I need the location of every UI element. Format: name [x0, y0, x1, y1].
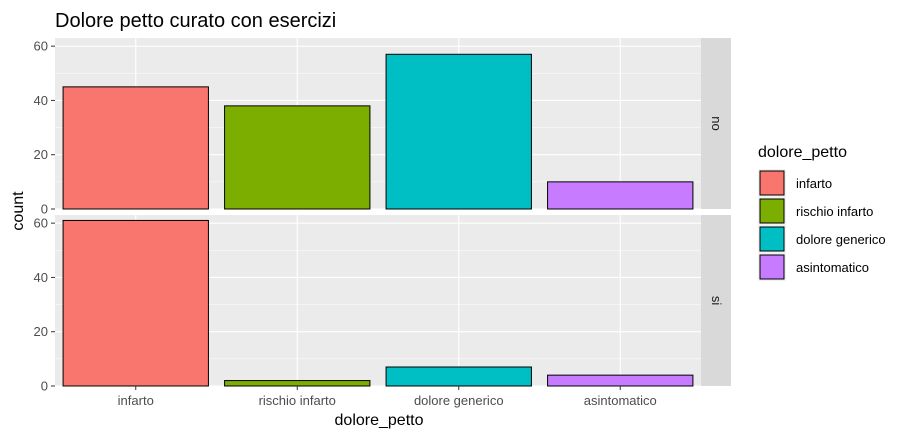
legend-label: infarto [796, 176, 832, 191]
bar-no-dolore-generico [385, 53, 532, 210]
bar-si-infarto [62, 219, 209, 387]
facet-panel-no: 0 20 40 60 no [34, 38, 731, 217]
legend-key-rischio-infarto [759, 198, 785, 224]
x-tick-label: dolore generico [414, 393, 504, 408]
bar-si-rischio-infarto [224, 380, 371, 387]
bar-si-asintomatico [547, 374, 694, 387]
legend-key-asintomatico [759, 254, 785, 280]
facet-strip [701, 215, 731, 386]
legend-label: rischio infarto [796, 204, 873, 219]
y-tick-label: 0 [41, 379, 48, 394]
facet-strip-label: si [709, 296, 724, 306]
legend-label: asintomatico [796, 260, 869, 275]
legend-key-infarto [759, 170, 785, 196]
legend: dolore_petto infarto rischio infarto dolor… [758, 144, 886, 281]
bar-si-dolore-generico [385, 366, 532, 387]
x-tick-label: rischio infarto [259, 393, 336, 408]
legend-title: dolore_petto [758, 144, 847, 161]
legend-label: dolore generico [796, 232, 886, 247]
facet-strip [701, 38, 731, 209]
x-tick-label: infarto [118, 393, 154, 408]
y-tick-label: 20 [34, 324, 48, 339]
facet-panels: 0 20 40 60 no 0 20 40 60 si infarto rischio infarto… [34, 38, 731, 408]
y-tick-label: 0 [41, 202, 48, 217]
legend-key-dolore-generico [759, 226, 785, 252]
y-tick-label: 40 [34, 93, 48, 108]
bar-no-asintomatico [547, 181, 694, 210]
facet-panel-si: 0 20 40 60 si [34, 215, 731, 394]
chart-title: Dolore petto curato con esercizi [55, 10, 336, 32]
x-tick-label: asintomatico [584, 393, 657, 408]
bar-no-infarto [62, 86, 209, 210]
y-tick-label: 40 [34, 270, 48, 285]
y-tick-label: 20 [34, 147, 48, 162]
y-tick-label: 60 [34, 39, 48, 54]
y-axis-title: count [10, 191, 27, 231]
y-tick-label: 60 [34, 216, 48, 231]
facet-strip-label: no [709, 116, 724, 130]
x-axis-title: dolore_petto [335, 412, 424, 429]
bar-no-rischio-infarto [224, 105, 371, 210]
